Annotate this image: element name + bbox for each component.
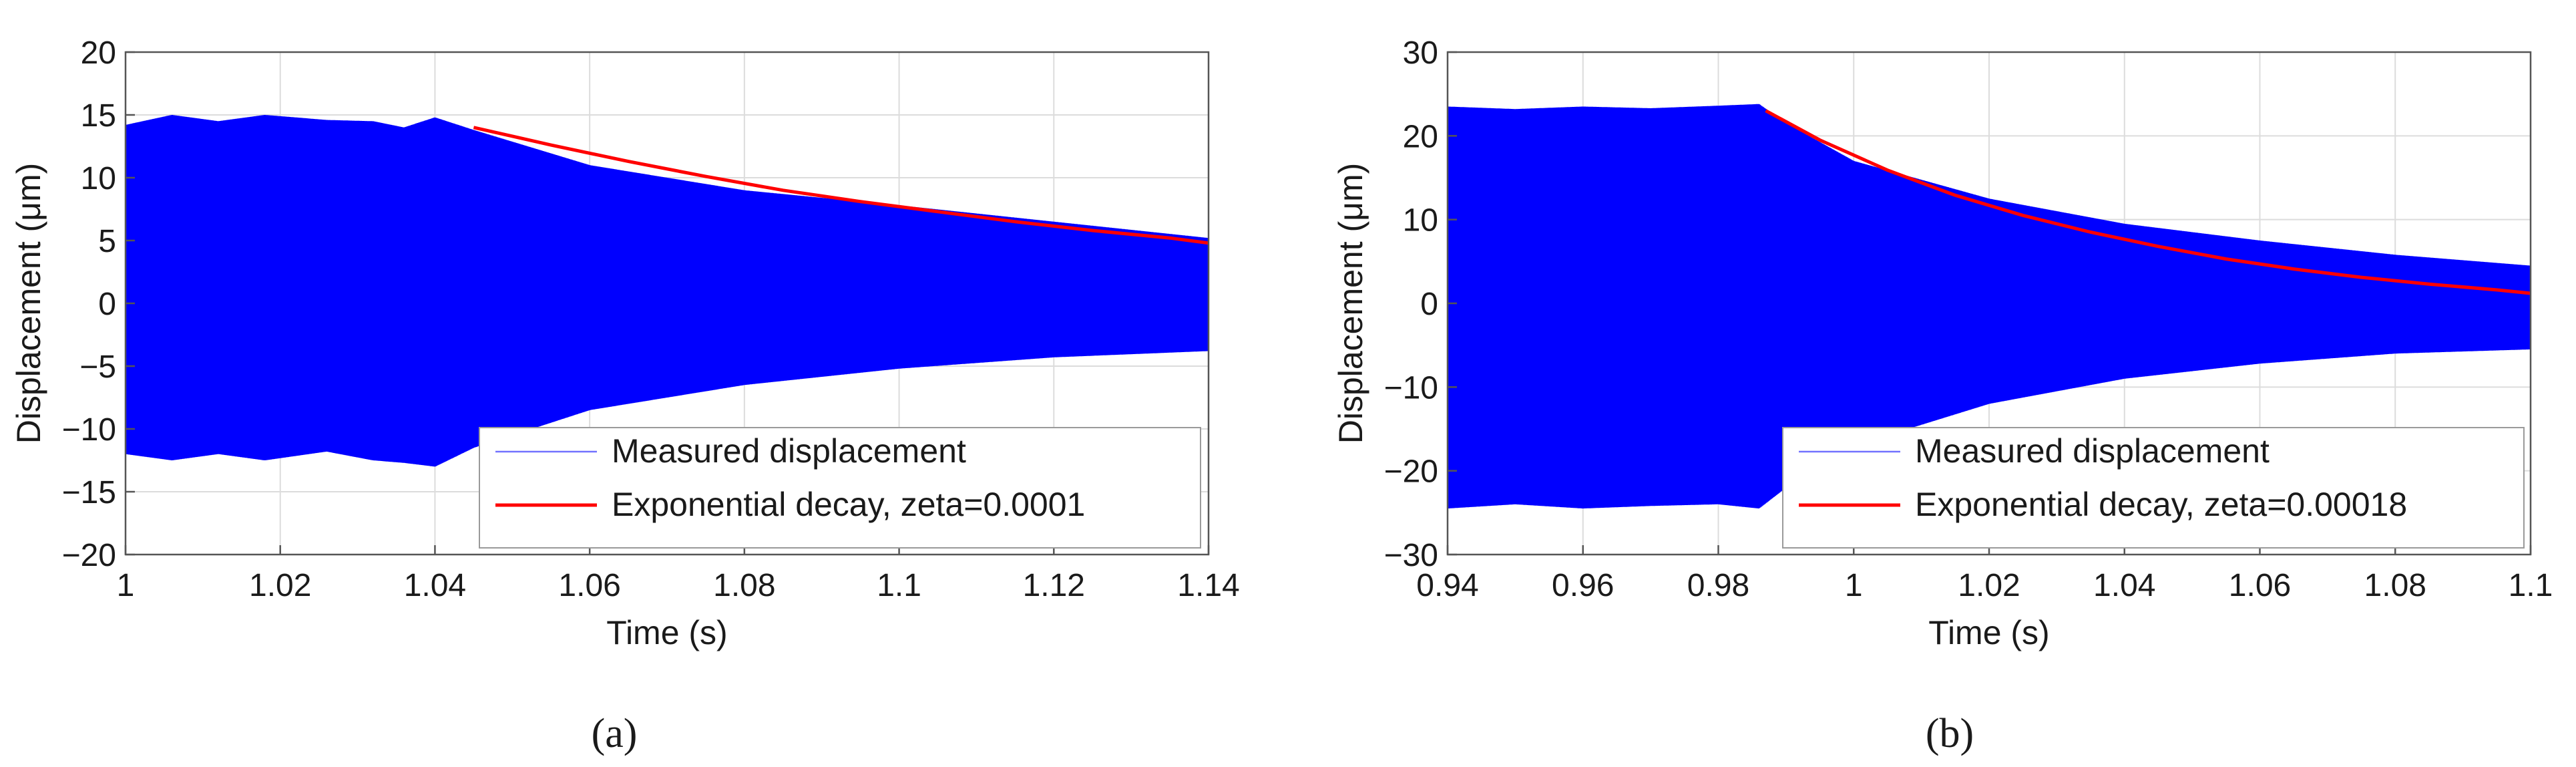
x-tick-label: 1.08 (2364, 568, 2426, 603)
panel-label: (a) (592, 711, 638, 756)
y-tick-label: 15 (81, 98, 116, 134)
y-tick-label: −5 (79, 349, 116, 385)
x-tick-label: 1.1 (877, 568, 921, 603)
x-tick-label: 1.14 (1177, 568, 1239, 603)
x-tick-label: 1.08 (713, 568, 775, 603)
x-tick-label: 0.98 (1687, 568, 1749, 603)
x-tick-label: 0.94 (1416, 568, 1478, 603)
x-tick-label: 1.1 (2509, 568, 2553, 603)
panel-label: (b) (1926, 711, 1974, 756)
y-tick-label: −10 (62, 412, 116, 448)
y-tick-label: −15 (62, 475, 116, 510)
x-tick-label: 1.02 (249, 568, 311, 603)
legend-entry: Measured displacement (1915, 432, 2270, 470)
x-tick-label: 0.96 (1552, 568, 1614, 603)
x-tick-label: 1 (117, 568, 135, 603)
measured-displacement-series (126, 114, 1209, 467)
x-tick-label: 1.12 (1023, 568, 1085, 603)
x-tick-label: 1.02 (1958, 568, 2020, 603)
x-tick-label: 1.06 (558, 568, 620, 603)
y-tick-label: −20 (62, 538, 116, 573)
y-tick-label: 20 (1403, 119, 1438, 154)
legend-box (479, 427, 1201, 549)
x-tick-label: 1.06 (2229, 568, 2291, 603)
x-tick-label: 1 (1845, 568, 1863, 603)
legend-box (1782, 427, 2525, 549)
legend-entry: Exponential decay, zeta=0.00018 (1915, 486, 2407, 523)
y-tick-label: −10 (1384, 370, 1438, 406)
y-axis-title: Displacement (μm) (1332, 163, 1369, 444)
legend: Measured displacement Exponential decay, … (1782, 427, 2525, 549)
legend-entry: Measured displacement (612, 432, 966, 470)
x-tick-label: 1.04 (404, 568, 466, 603)
legend-entry: Exponential decay, zeta=0.0001 (612, 486, 1085, 523)
measured-displacement-line (1448, 104, 2531, 509)
panel-b: 0.94 0.96 0.98 1 1.02 1.04 1.06 1.08 1.1 −30 −20 −1… (1332, 35, 2553, 756)
measured-displacement-line (126, 114, 1209, 467)
y-tick-label: 20 (81, 35, 116, 71)
y-tick-label: 5 (98, 224, 116, 259)
panel-a: 1 1.02 1.04 1.06 1.08 1.1 1.12 1.14 −20 −15 −10 −5 0… (10, 35, 1240, 756)
y-tick-label: −30 (1384, 538, 1438, 573)
legend: Measured displacement Exponential decay, … (479, 427, 1201, 549)
x-axis-title: Time (s) (1928, 614, 2049, 651)
measured-displacement-series (1448, 104, 2531, 509)
y-axis-title: Displacement (μm) (10, 163, 47, 444)
y-tick-label: −20 (1384, 454, 1438, 490)
y-tick-label: 30 (1403, 35, 1438, 71)
y-tick-label: 10 (81, 161, 116, 196)
x-tick-label: 1.04 (2093, 568, 2155, 603)
y-tick-label: 0 (1420, 287, 1438, 322)
x-axis-title: Time (s) (606, 614, 727, 651)
y-tick-label: 0 (98, 287, 116, 322)
y-tick-label: 10 (1403, 203, 1438, 239)
